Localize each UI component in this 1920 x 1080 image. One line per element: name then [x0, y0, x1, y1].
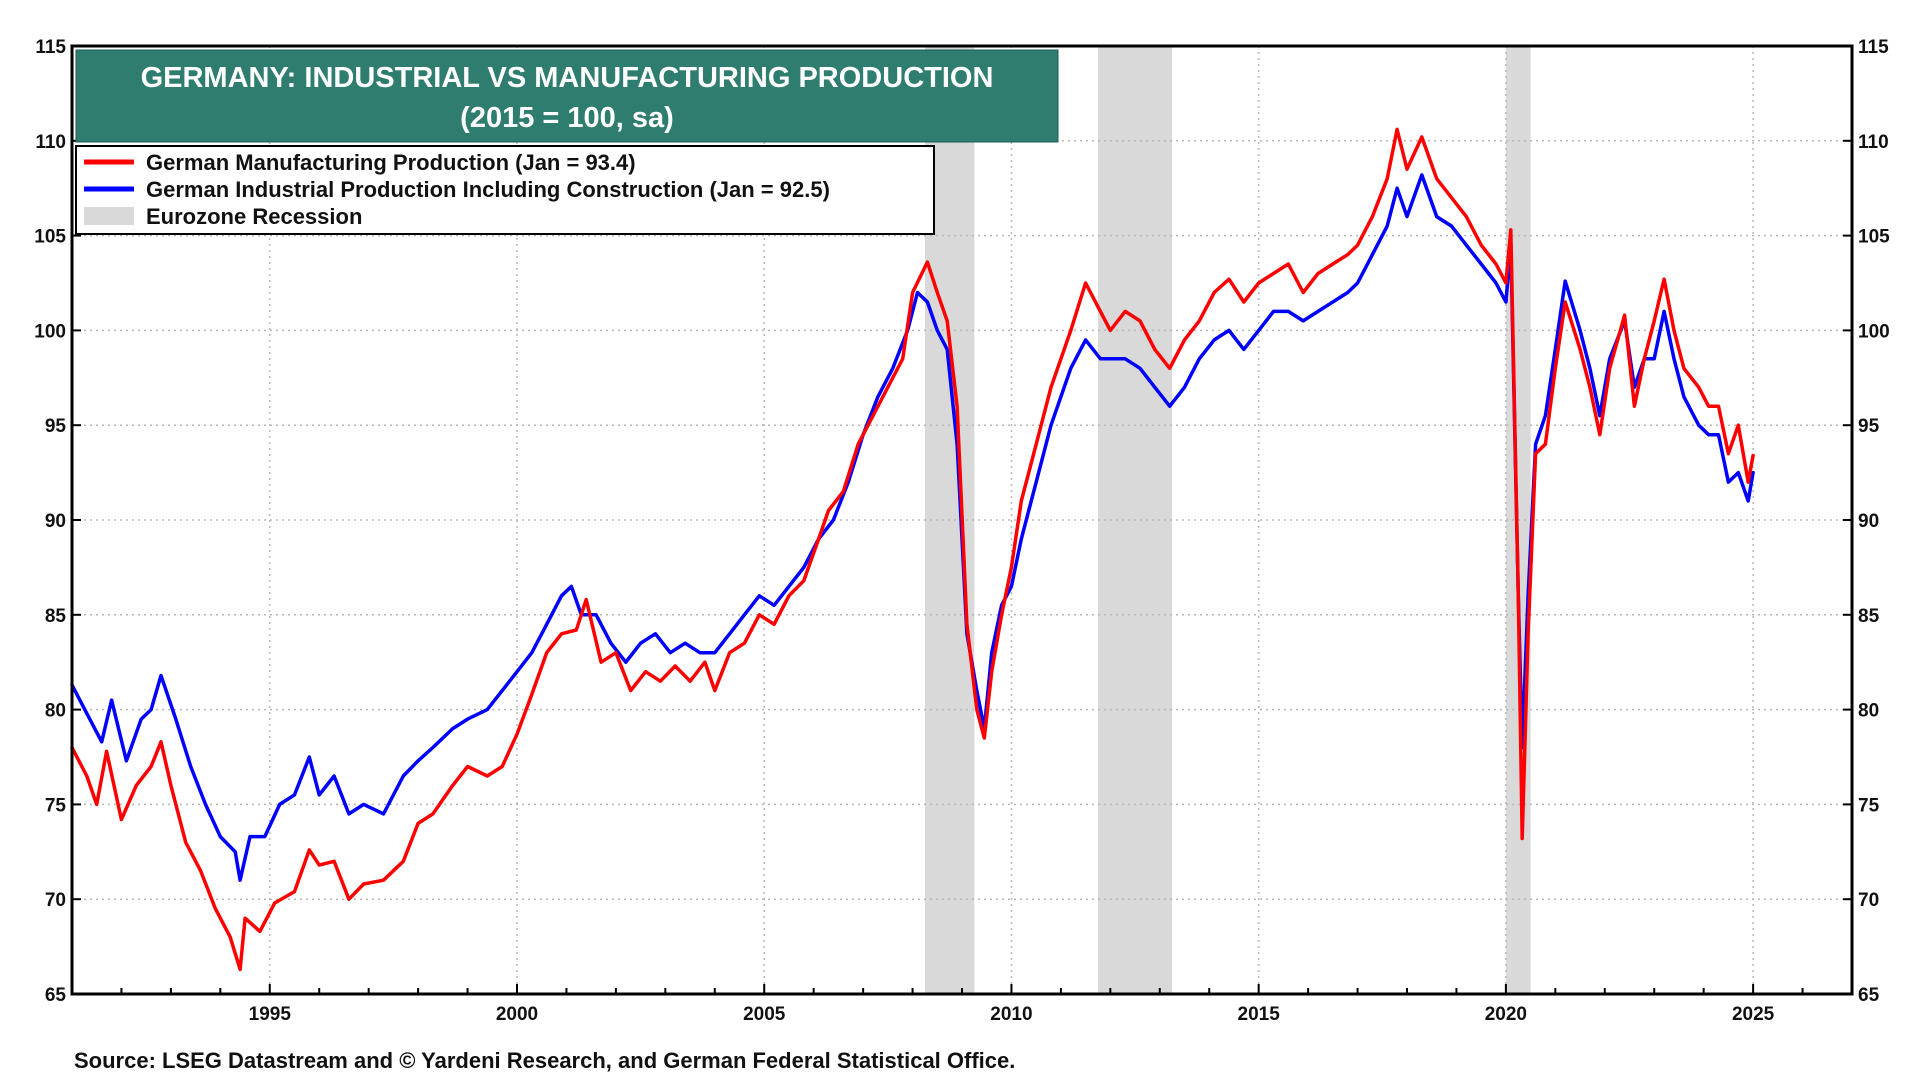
y-tick-label-right-70: 70	[1858, 890, 1879, 911]
y-tick-label-left-65: 65	[45, 985, 67, 1006]
y-tick-label-left-110: 110	[35, 132, 66, 153]
x-tick-label-2015: 2015	[1238, 1004, 1281, 1025]
y-tick-label-left-75: 75	[45, 795, 67, 816]
title-box: GERMANY: INDUSTRIAL VS MANUFACTURING PRO…	[75, 49, 1059, 143]
y-tick-label-left-115: 115	[35, 37, 66, 58]
y-tick-label-right-95: 95	[1858, 416, 1880, 437]
title-background	[75, 49, 1059, 143]
y-tick-label-left-105: 105	[34, 227, 66, 248]
y-tick-label-right-85: 85	[1858, 606, 1880, 627]
legend: German Manufacturing Production (Jan = 9…	[75, 145, 935, 235]
legend-label-recession: Eurozone Recession	[146, 204, 362, 229]
y-tick-label-right-90: 90	[1858, 511, 1879, 532]
legend-swatch-recession	[84, 207, 134, 225]
chart-title: GERMANY: INDUSTRIAL VS MANUFACTURING PRO…	[141, 62, 994, 94]
x-tick-label-1995: 1995	[249, 1004, 292, 1025]
y-tick-label-left-95: 95	[45, 416, 67, 437]
legend-box	[75, 145, 935, 235]
y-tick-label-right-65: 65	[1858, 985, 1880, 1006]
legend-label-manufacturing: German Manufacturing Production (Jan = 9…	[146, 150, 636, 175]
series-lines	[70, 127, 1755, 972]
x-tick-label-2025: 2025	[1732, 1004, 1775, 1025]
source-note: Source: LSEG Datastream and © Yardeni Re…	[74, 1048, 1015, 1073]
series-line-industrial	[70, 173, 1755, 882]
x-tick-label-2005: 2005	[743, 1004, 786, 1025]
y-tick-label-left-70: 70	[45, 890, 66, 911]
y-tick-label-right-110: 110	[1858, 132, 1889, 153]
y-tick-label-right-100: 100	[1858, 321, 1890, 342]
y-tick-label-right-105: 105	[1858, 227, 1890, 248]
y-tick-label-left-90: 90	[45, 511, 66, 532]
chart-subtitle: (2015 = 100, sa)	[460, 102, 674, 134]
y-tick-label-right-115: 115	[1858, 37, 1889, 58]
y-tick-label-right-80: 80	[1858, 701, 1879, 722]
gridlines	[72, 46, 1852, 994]
y-tick-label-left-100: 100	[34, 321, 66, 342]
y-tick-label-left-85: 85	[45, 606, 67, 627]
x-tick-label-2020: 2020	[1485, 1004, 1527, 1025]
x-tick-label-2010: 2010	[990, 1004, 1032, 1025]
legend-label-industrial: German Industrial Production Including C…	[146, 177, 830, 202]
y-tick-label-left-80: 80	[45, 701, 66, 722]
axes: 65 65 70 70 75 75 80 80 85 85 90 90 95 95 100 100 105 105…	[34, 37, 1890, 1025]
series-line-manufacturing	[70, 127, 1755, 972]
x-tick-label-2000: 2000	[496, 1004, 538, 1025]
y-tick-label-right-75: 75	[1858, 795, 1880, 816]
